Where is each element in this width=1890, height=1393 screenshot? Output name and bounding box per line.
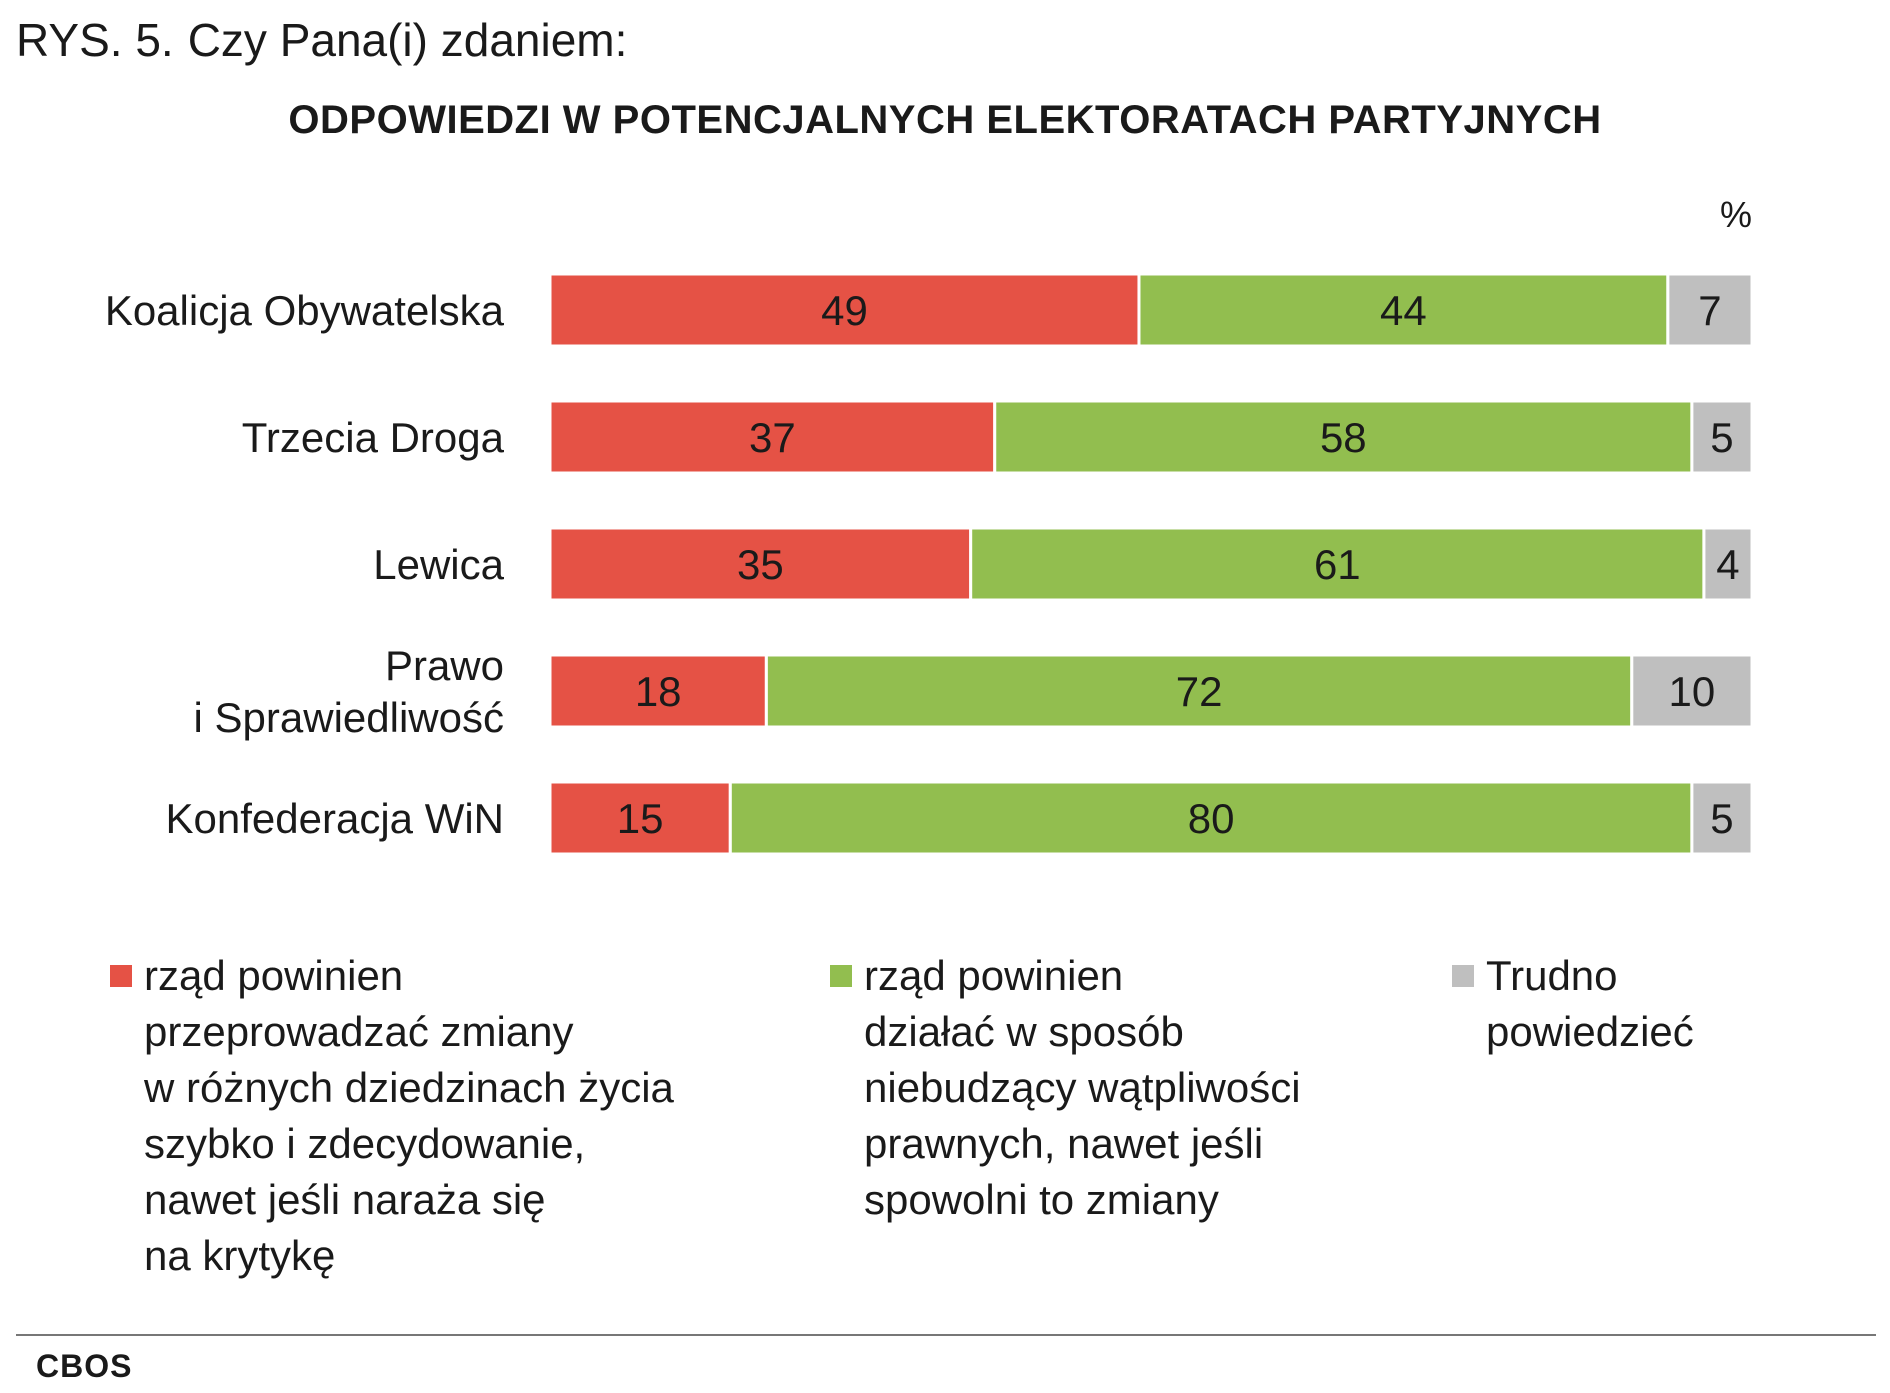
data-label: 58 <box>1320 414 1367 461</box>
data-label: 5 <box>1710 795 1733 842</box>
data-label: 10 <box>1669 668 1716 715</box>
bar-segment <box>1630 653 1754 729</box>
bar-segment <box>1702 526 1754 602</box>
bar-segment <box>1137 272 1670 348</box>
source-label: CBOS <box>36 1348 133 1384</box>
chart-title: RYS. 5. Czy Pana(i) zdaniem: <box>16 10 627 70</box>
chart-subtitle: ODPOWIEDZI W POTENCJALNYCH ELEKTORATACH … <box>288 98 1602 142</box>
data-label: 80 <box>1188 795 1235 842</box>
category-label: Lewica <box>373 541 504 588</box>
data-label: 15 <box>617 795 664 842</box>
bar-segment <box>1666 272 1754 348</box>
data-label: 61 <box>1314 541 1361 588</box>
bar-segment <box>728 780 1694 856</box>
data-label: 35 <box>737 541 784 588</box>
bar-segment <box>548 272 1141 348</box>
legend-swatch-green <box>830 965 852 987</box>
data-label: 4 <box>1716 541 1739 588</box>
bar-segment <box>993 399 1694 475</box>
data-label: 72 <box>1176 668 1223 715</box>
stacked-bar-chart: Koalicja Obywatelska 49 44 7 Trzecia Droga 37… <box>105 272 1754 856</box>
data-label: 18 <box>635 668 682 715</box>
bar-segment <box>548 399 997 475</box>
bar-segment <box>764 653 1634 729</box>
bar-segment <box>548 653 768 729</box>
data-label: 37 <box>749 414 796 461</box>
data-label: 5 <box>1710 414 1733 461</box>
legend-swatch-red <box>110 965 132 987</box>
footer-divider <box>16 1334 1876 1336</box>
legend-item-legal-action: rząd powinien działać w sposób niebudząc… <box>830 948 1301 1228</box>
bar-segment <box>548 526 973 602</box>
legend-label: Trudno powiedzieć <box>1486 952 1694 1055</box>
data-label: 44 <box>1380 287 1427 334</box>
question-text: Czy Pana(i) zdaniem: <box>187 14 628 66</box>
bar-segment <box>1690 780 1754 856</box>
category-label: Prawo i Sprawiedliwość <box>194 642 504 741</box>
legend-label: rząd powinien przeprowadzać zmiany w róż… <box>144 952 674 1279</box>
category-label: Koalicja Obywatelska <box>105 287 505 334</box>
unit-label: % <box>1719 194 1752 235</box>
bar-segment <box>1690 399 1754 475</box>
data-label: 49 <box>821 287 868 334</box>
legend-label: rząd powinien działać w sposób niebudząc… <box>864 952 1301 1223</box>
bar-segment <box>548 780 732 856</box>
category-label: Trzecia Droga <box>242 414 505 461</box>
data-label: 7 <box>1698 287 1721 334</box>
figure-number: RYS. 5. <box>16 14 174 66</box>
legend-swatch-gray <box>1452 965 1474 987</box>
category-label: Konfederacja WiN <box>166 795 504 842</box>
legend-item-hard-to-say: Trudno powiedzieć <box>1452 948 1694 1060</box>
legend-item-fast-changes: rząd powinien przeprowadzać zmiany w róż… <box>110 948 674 1284</box>
